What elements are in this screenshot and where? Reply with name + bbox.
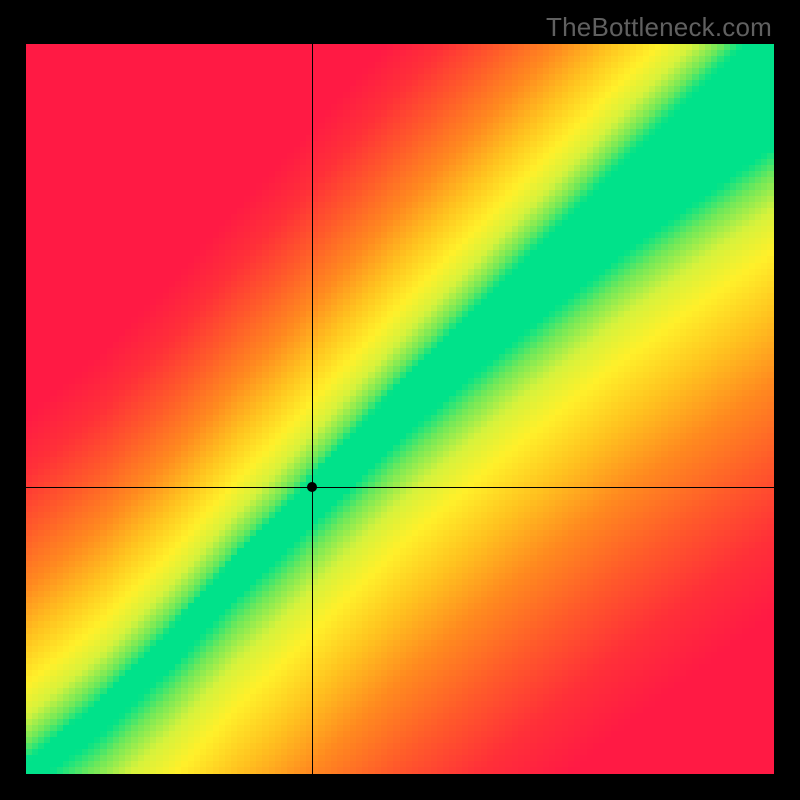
heatmap-canvas [26,44,774,774]
watermark-text: TheBottleneck.com [546,12,772,43]
chart-container: TheBottleneck.com [0,0,800,800]
crosshair-horizontal [26,487,774,488]
plot-area [26,44,774,774]
data-point-marker [307,482,317,492]
crosshair-vertical [312,44,313,774]
